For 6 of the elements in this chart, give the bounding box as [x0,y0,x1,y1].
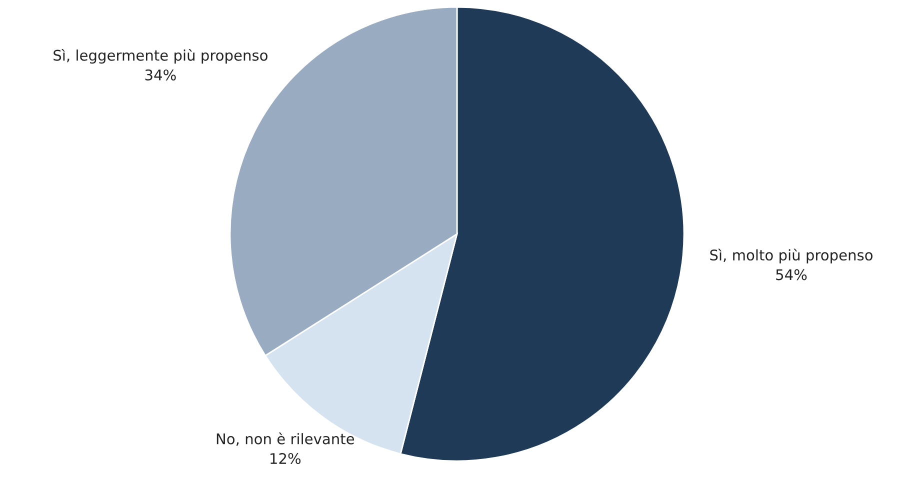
slice-label: Sì, leggermente più propenso [54,48,268,64]
data-label: 12% [270,452,301,464]
data-label: 54% [776,269,807,280]
slice-label: Sì, molto più propenso [710,248,872,264]
data-label: 34% [145,69,176,80]
slice-label: No, non è rilevante [216,432,354,446]
